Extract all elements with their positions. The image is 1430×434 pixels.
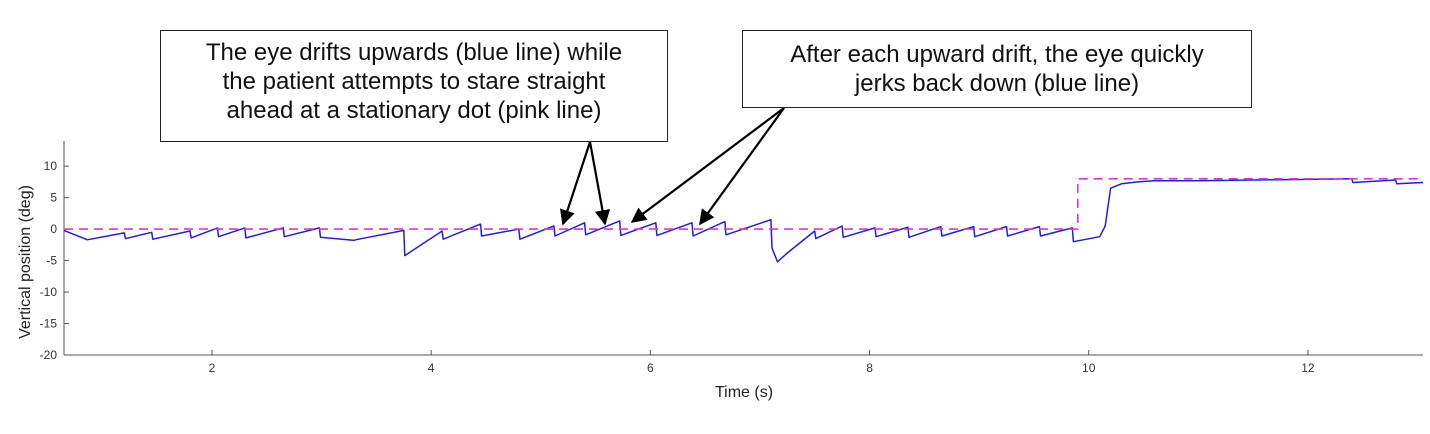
y-tick-label: -10 bbox=[40, 285, 58, 299]
x-tick-label: 10 bbox=[1082, 361, 1096, 375]
x-tick-label: 6 bbox=[647, 361, 654, 375]
annotation-arrows bbox=[560, 107, 785, 226]
x-tick-label: 8 bbox=[866, 361, 873, 375]
series-layer bbox=[63, 178, 1424, 263]
annotation-jerk-box: After each upward drift, the eye quickly… bbox=[742, 30, 1252, 108]
x-axis-label: Time (s) bbox=[715, 384, 773, 401]
x-ticks: 2 4 6 8 10 12 bbox=[209, 350, 1315, 375]
annotation-arrow bbox=[588, 141, 611, 226]
annotation-drift-box: The eye drifts upwards (blue line) while… bbox=[160, 30, 668, 142]
y-tick-label: 5 bbox=[50, 191, 57, 205]
annotation-arrow bbox=[699, 107, 785, 226]
y-tick-label: 10 bbox=[44, 159, 58, 173]
plot-area bbox=[63, 141, 1423, 356]
eye-position-line bbox=[63, 178, 1424, 263]
x-tick-label: 4 bbox=[428, 361, 435, 375]
y-tick-label: 0 bbox=[50, 222, 57, 236]
y-tick-label: -15 bbox=[40, 317, 58, 331]
y-tick-label: -20 bbox=[40, 348, 58, 362]
annotation-arrow bbox=[630, 107, 785, 223]
x-tick-label: 12 bbox=[1301, 361, 1315, 375]
target-position-line bbox=[64, 178, 1423, 230]
y-axis-label: Vertical position (deg) bbox=[17, 185, 34, 339]
y-ticks: 10 5 0 -5 -10 -15 -20 bbox=[40, 159, 69, 362]
y-tick-label: -5 bbox=[46, 254, 57, 268]
annotation-arrow bbox=[560, 141, 592, 226]
x-tick-label: 2 bbox=[209, 361, 216, 375]
